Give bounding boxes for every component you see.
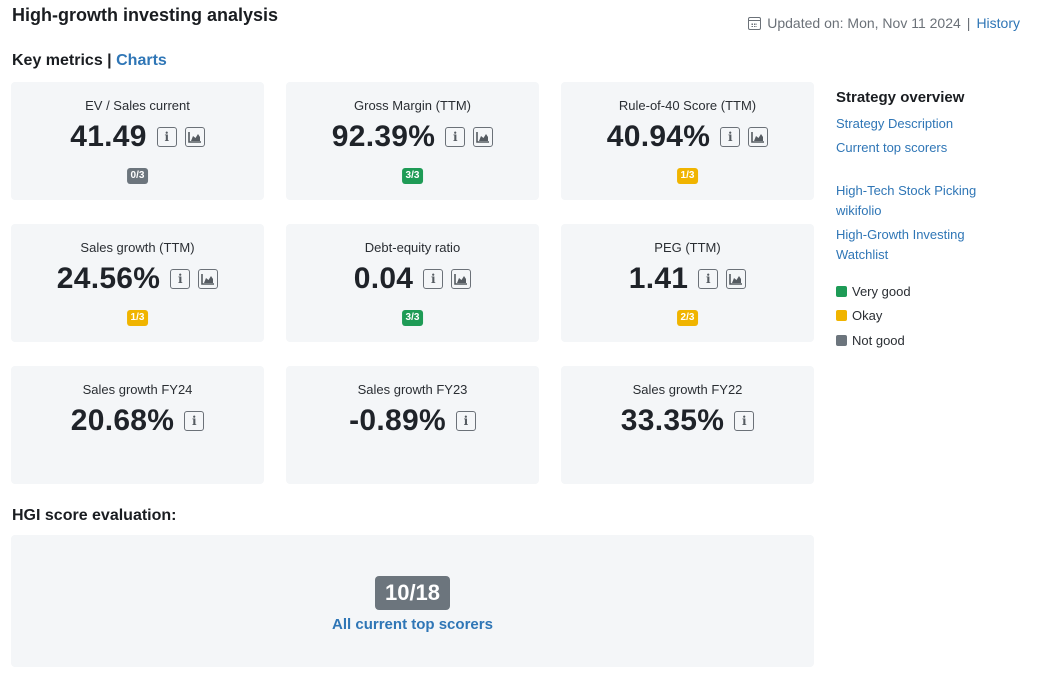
metric-card: Sales growth (TTM) 24.56% i 1/3	[11, 224, 264, 342]
updated-label: Updated on: Mon, Nov 11 2024	[767, 15, 961, 31]
area-chart-icon[interactable]	[473, 127, 494, 147]
metric-label: EV / Sales current	[85, 98, 190, 113]
metric-value: -0.89%	[349, 404, 446, 437]
info-icon[interactable]: i	[455, 411, 476, 431]
updated-separator: |	[966, 15, 971, 31]
metric-score-badge: 1/3	[676, 168, 699, 184]
info-icon[interactable]: i	[734, 411, 755, 431]
metric-card: Sales growth FY23 -0.89% i	[286, 366, 539, 484]
metric-value: 20.68%	[70, 404, 175, 437]
hgi-watchlist-link[interactable]: High-Growth Investing Watchlist	[836, 225, 1036, 265]
legend-label: Very good	[852, 283, 911, 299]
metric-card: Rule-of-40 Score (TTM) 40.94% i 1/3	[561, 82, 814, 200]
strategy-description-link[interactable]: Strategy Description	[836, 116, 954, 131]
info-icon[interactable]: i	[423, 269, 444, 289]
hightech-link-line2: wikifolio	[836, 203, 882, 218]
watchlist-link-line1: High-Growth Investing	[836, 227, 965, 242]
key-metrics-separator: |	[107, 52, 112, 69]
legend-label: Okay	[852, 308, 883, 324]
legend-item: Okay	[836, 304, 1036, 329]
metric-card: Gross Margin (TTM) 92.39% i 3/3	[286, 82, 539, 200]
metric-label: Sales growth FY22	[632, 382, 743, 397]
rating-legend: Very good Okay Not good	[836, 279, 1036, 353]
metric-card: EV / Sales current 41.49 i 0/3	[11, 82, 264, 200]
evaluation-heading: HGI score evaluation:	[12, 507, 177, 524]
metric-value: 24.56%	[56, 262, 161, 295]
metric-value-row: 1.41 i	[561, 262, 814, 296]
hightech-link-line1: High-Tech Stock Picking	[836, 183, 977, 198]
metric-value: 1.41	[628, 262, 689, 295]
metric-card: Sales growth FY22 33.35% i	[561, 366, 814, 484]
metric-score-badge: 1/3	[126, 310, 149, 326]
current-top-scorers-link[interactable]: Current top scorers	[836, 140, 948, 155]
metric-value-row: 0.04 i	[286, 262, 539, 296]
metric-value: 92.39%	[331, 120, 436, 153]
calendar-icon	[748, 16, 762, 30]
metric-value-row: 40.94% i	[561, 120, 814, 154]
info-icon[interactable]: i	[698, 269, 719, 289]
area-chart-icon[interactable]	[184, 127, 205, 147]
area-chart-icon[interactable]	[726, 269, 747, 289]
metric-value-row: 24.56% i	[11, 262, 264, 296]
metric-grid: EV / Sales current 41.49 i 0/3 Gross Margin …	[11, 82, 814, 484]
metric-card: Sales growth FY24 20.68% i	[11, 366, 264, 484]
metric-label: PEG (TTM)	[654, 240, 721, 255]
metric-value: 41.49	[70, 120, 147, 153]
area-chart-icon[interactable]	[451, 269, 472, 289]
key-metrics-heading: Key metrics | Charts	[12, 52, 167, 70]
evaluation-box: 10/18 All current top scorers	[11, 535, 814, 667]
metric-label: Debt-equity ratio	[364, 240, 461, 255]
watchlist-link-line2: Watchlist	[836, 247, 889, 262]
metric-value-row: 92.39% i	[286, 120, 539, 154]
metric-value: 0.04	[353, 262, 414, 295]
metric-card: Debt-equity ratio 0.04 i 3/3	[286, 224, 539, 342]
hgi-score-badge: 10/18	[374, 576, 451, 610]
hightech-wikifolio-link[interactable]: High-Tech Stock Picking wikifolio	[836, 181, 1036, 221]
metric-score-badge: 3/3	[401, 310, 424, 326]
metric-card: PEG (TTM) 1.41 i 2/3	[561, 224, 814, 342]
info-icon[interactable]: i	[156, 127, 177, 147]
page-title: High-growth investing analysis	[12, 5, 279, 25]
legend-item: Very good	[836, 279, 1036, 304]
legend-swatch	[836, 310, 847, 322]
metric-score-badge: 2/3	[676, 310, 699, 326]
metric-score-badge: 0/3	[126, 168, 149, 184]
legend-swatch	[836, 334, 847, 346]
metric-label: Sales growth (TTM)	[80, 240, 195, 255]
area-chart-icon[interactable]	[198, 269, 219, 289]
info-icon[interactable]: i	[720, 127, 741, 147]
metric-score-badge: 3/3	[401, 168, 424, 184]
metric-value-row: 41.49 i	[11, 120, 264, 154]
metric-label: Sales growth FY23	[357, 382, 468, 397]
history-link[interactable]: History	[976, 15, 1020, 31]
metric-label: Rule-of-40 Score (TTM)	[618, 98, 757, 113]
legend-item: Not good	[836, 328, 1036, 353]
key-metrics-title: Key metrics	[12, 52, 103, 69]
strategy-overview-title: Strategy overview	[836, 89, 965, 106]
all-top-scorers-link[interactable]: All current top scorers	[332, 616, 493, 633]
metric-label: Sales growth FY24	[82, 382, 193, 397]
metric-value-row: 20.68% i	[11, 404, 264, 438]
metric-value-row: 33.35% i	[561, 404, 814, 438]
metric-label: Gross Margin (TTM)	[354, 98, 471, 113]
area-chart-icon[interactable]	[748, 127, 769, 147]
info-icon[interactable]: i	[170, 269, 191, 289]
legend-label: Not good	[852, 332, 905, 348]
strategy-sidebar: Strategy overview Strategy Description C…	[836, 89, 1036, 353]
updated-info: Updated on: Mon, Nov 11 2024 | History	[748, 15, 1020, 31]
metric-value: 33.35%	[620, 404, 725, 437]
info-icon[interactable]: i	[445, 127, 466, 147]
metric-value: 40.94%	[606, 120, 711, 153]
metric-value-row: -0.89% i	[286, 404, 539, 438]
charts-link[interactable]: Charts	[116, 52, 167, 69]
legend-swatch	[836, 285, 847, 297]
info-icon[interactable]: i	[184, 411, 205, 431]
